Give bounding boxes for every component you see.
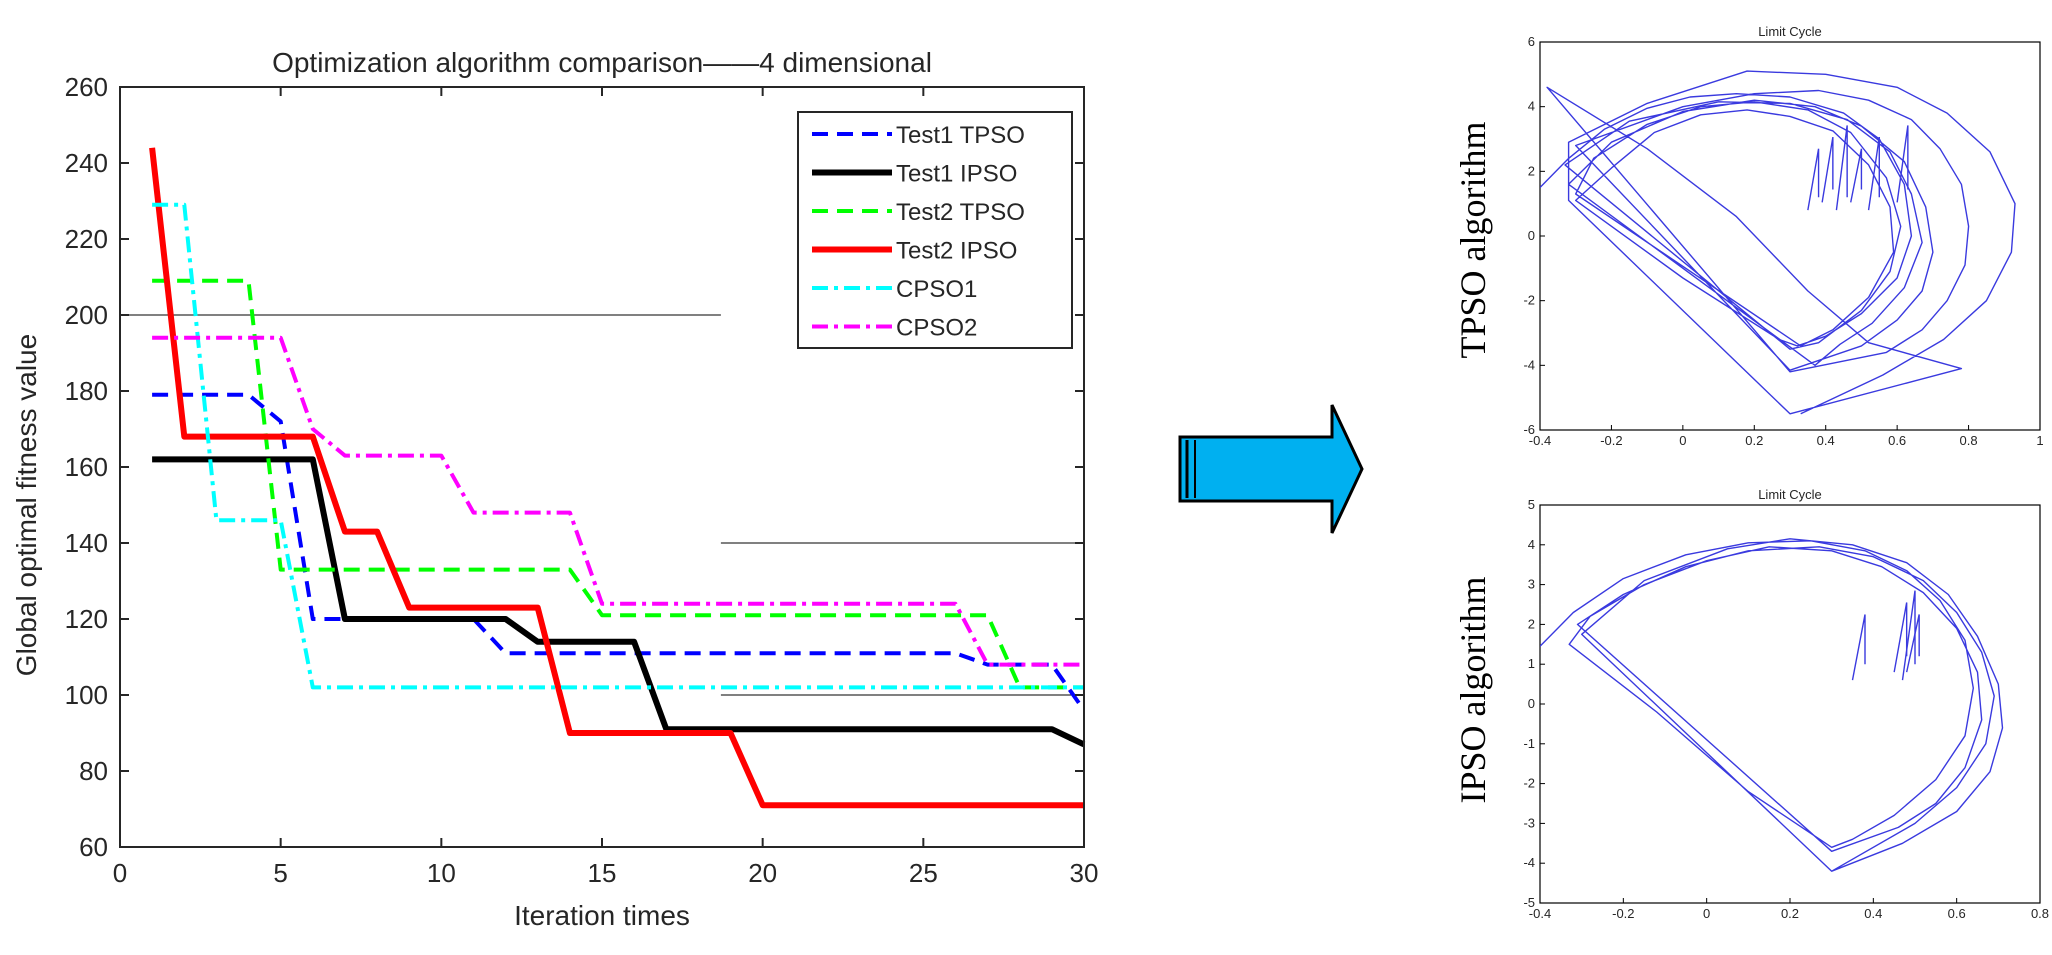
y-tick-label: 260 <box>65 72 108 102</box>
x-tick-label: 0.8 <box>1960 433 1978 448</box>
limit-cycle-spike <box>1807 148 1820 211</box>
y-tick-label: 1 <box>1528 656 1535 671</box>
y-tick-label: 140 <box>65 528 108 558</box>
legend-entry-label: CPSO1 <box>896 276 977 303</box>
limit-cycle-spike <box>1896 125 1909 203</box>
legend-entry-label: Test1 TPSO <box>896 122 1025 149</box>
limit-cycle-trajectory <box>1540 538 2004 872</box>
y-tick-label: 80 <box>79 756 108 786</box>
limit-cycle-spike <box>1867 136 1880 211</box>
limit-cycle-spike <box>1835 125 1848 211</box>
x-tick-label: 10 <box>427 858 456 888</box>
x-tick-label: 20 <box>748 858 777 888</box>
y-tick-label: 0 <box>1528 696 1535 711</box>
limit-cycle-trajectory <box>1540 70 2016 415</box>
x-tick-label: 15 <box>588 858 617 888</box>
x-tick-label: 0 <box>1703 906 1710 921</box>
limit-cycle-spike <box>1893 602 1908 673</box>
limit-cycle-title: Limit Cycle <box>1758 487 1822 502</box>
legend-entry-label: Test2 TPSO <box>896 199 1025 226</box>
main-chart: Optimization algorithm comparison——4 dim… <box>11 47 1098 931</box>
y-tick-label: 4 <box>1528 537 1535 552</box>
x-tick-label: 0.6 <box>1948 906 1966 921</box>
y-tick-label: -1 <box>1523 736 1535 751</box>
y-tick-label: -5 <box>1523 895 1535 910</box>
limit-cycle-plot-frame <box>1539 504 2041 904</box>
y-tick-label: -4 <box>1523 855 1535 870</box>
x-tick-label: -0.2 <box>1612 906 1634 921</box>
y-tick-label: -4 <box>1523 357 1535 372</box>
y-tick-label: 120 <box>65 604 108 634</box>
top-panel-side-label: TPSO algorithm <box>1453 121 1493 358</box>
y-tick-label: 2 <box>1528 163 1535 178</box>
x-tick-label: -0.2 <box>1600 433 1622 448</box>
series-line-test1-ipso <box>152 456 1086 748</box>
y-tick-label: 200 <box>65 300 108 330</box>
x-tick-label: 0 <box>113 858 127 888</box>
y-tick-label: 3 <box>1528 577 1535 592</box>
legend-entry-label: Test1 IPSO <box>896 161 1017 188</box>
x-tick-label: 0.4 <box>1817 433 1835 448</box>
limit-cycle-spike <box>1850 148 1863 203</box>
x-tick-label: 1 <box>2036 433 2043 448</box>
y-tick-label: -6 <box>1523 422 1535 437</box>
legend-entry-label: Test2 IPSO <box>896 238 1017 265</box>
series-line-test1-tpso <box>152 392 1086 712</box>
y-tick-label: 6 <box>1528 34 1535 49</box>
y-tick-label: 4 <box>1528 99 1535 114</box>
x-tick-label: 0.2 <box>1781 906 1799 921</box>
bottom-limit-cycle-chart: Limit Cycle -0.4 -0.2 0 0.2 0.4 0.6 0.8 -5 -4 -3 -2… <box>1523 487 2049 921</box>
bottom-panel-side-label: IPSO algorithm <box>1453 576 1493 803</box>
x-tick-label: 0.6 <box>1888 433 1906 448</box>
y-tick-label: 5 <box>1528 497 1535 512</box>
series-line-cpso1 <box>152 202 1084 690</box>
y-tick-label: 180 <box>65 376 108 406</box>
limit-cycle-spike <box>1851 614 1866 681</box>
y-tick-label: 160 <box>65 452 108 482</box>
series-line-cpso2 <box>152 335 1084 667</box>
x-tick-label: 0.8 <box>2031 906 2049 921</box>
y-tick-label: -2 <box>1523 293 1535 308</box>
main-chart-legend: Test1 TPSO Test1 IPSO Test2 TPSO Test2 IPSO… <box>797 111 1073 349</box>
y-tick-label: 2 <box>1528 616 1535 631</box>
limit-cycle-spike <box>1905 614 1920 673</box>
y-tick-label: 100 <box>65 680 108 710</box>
y-tick-label: 60 <box>79 832 108 862</box>
y-tick-label: -2 <box>1523 776 1535 791</box>
x-tick-label: 30 <box>1070 858 1099 888</box>
series-line-test2-ipso <box>149 147 1084 809</box>
y-tick-label: 220 <box>65 224 108 254</box>
y-tick-label: 240 <box>65 148 108 178</box>
right-arrow-icon <box>1178 404 1364 534</box>
limit-cycle-spike <box>1821 136 1834 203</box>
legend-entry-label: CPSO2 <box>896 315 977 342</box>
main-chart-y-axis-label: Global optimal fitness value <box>11 334 42 676</box>
y-tick-label: -3 <box>1523 815 1535 830</box>
x-tick-label: -0.4 <box>1529 906 1551 921</box>
x-tick-label: 25 <box>909 858 938 888</box>
x-tick-label: 0 <box>1679 433 1686 448</box>
x-tick-label: -0.4 <box>1529 433 1551 448</box>
x-tick-label: 0.2 <box>1745 433 1763 448</box>
top-limit-cycle-chart: Limit Cycle -0.4 -0.2 0 0.2 0.4 0.6 0.8 1 -6 -4 -2 0… <box>1523 24 2043 448</box>
main-chart-title: Optimization algorithm comparison——4 dim… <box>272 47 932 78</box>
y-tick-label: 0 <box>1528 228 1535 243</box>
x-tick-label: 5 <box>273 858 287 888</box>
limit-cycle-spike <box>1901 590 1916 681</box>
limit-cycle-title: Limit Cycle <box>1758 24 1822 39</box>
series-line-test2-tpso <box>152 278 1084 690</box>
legend-box <box>797 111 1073 349</box>
x-tick-label: 0.4 <box>1864 906 1882 921</box>
main-chart-x-axis-label: Iteration times <box>514 900 690 931</box>
